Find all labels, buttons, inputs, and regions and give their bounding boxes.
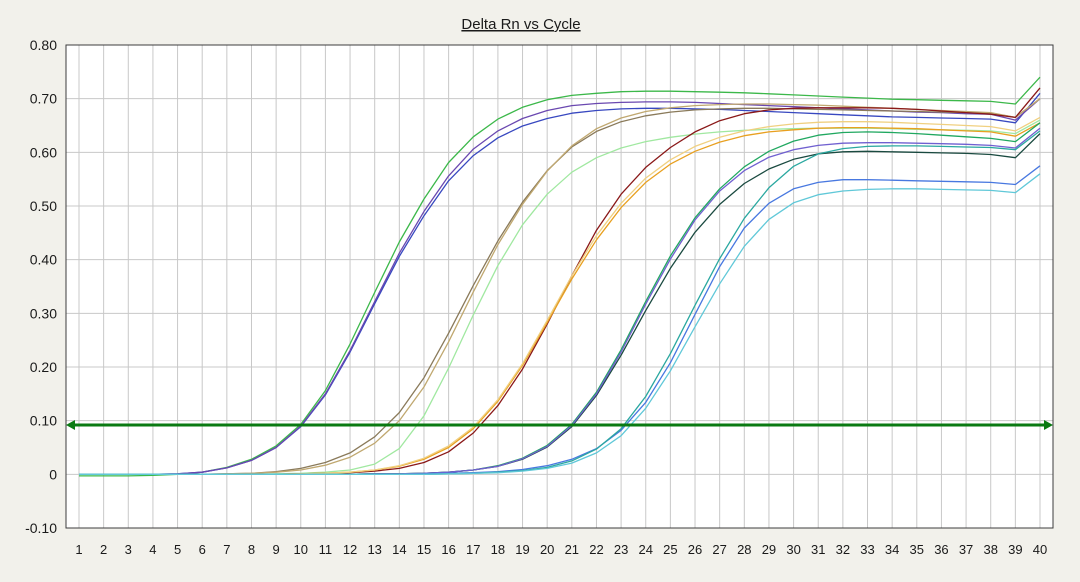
y-tick-label: 0.70 (30, 91, 57, 107)
series-line-15 (79, 173, 1041, 475)
y-tick-label: 0.40 (30, 252, 57, 268)
x-tick-label: 18 (491, 542, 505, 557)
x-tick-label: 19 (515, 542, 529, 557)
x-tick-label: 21 (565, 542, 579, 557)
threshold-arrow-right-icon[interactable] (1044, 419, 1053, 430)
plot-area (66, 45, 1053, 528)
y-tick-label: 0.60 (30, 144, 57, 160)
y-tick-label: 0.50 (30, 198, 57, 214)
x-tick-label: 34 (885, 542, 899, 557)
x-tick-label: 4 (149, 542, 156, 557)
x-tick-label: 39 (1008, 542, 1022, 557)
x-tick-label: 36 (934, 542, 948, 557)
x-tick-label: 5 (174, 542, 181, 557)
x-axis-ticks: 1 2 3 4 5 6 7 8 9 10 11 12 13 14 15 16 17 18 19 20 21 22 23 24 2… (75, 542, 1047, 557)
x-tick-label: 40 (1033, 542, 1047, 557)
x-tick-label: 37 (959, 542, 973, 557)
y-tick-label: 0 (49, 466, 57, 482)
x-tick-label: 22 (589, 542, 603, 557)
x-tick-label: 32 (836, 542, 850, 557)
x-tick-label: 35 (910, 542, 924, 557)
x-tick-label: 14 (392, 542, 406, 557)
x-tick-label: 28 (737, 542, 751, 557)
threshold-line[interactable] (66, 419, 1053, 430)
x-tick-label: 29 (762, 542, 776, 557)
x-tick-label: 12 (343, 542, 357, 557)
plot-frame (65, 44, 1054, 529)
x-tick-label: 31 (811, 542, 825, 557)
series-line-1 (79, 76, 1041, 477)
x-tick-label: 9 (273, 542, 280, 557)
series-lines (79, 76, 1041, 477)
x-tick-label: 16 (441, 542, 455, 557)
x-tick-label: 15 (417, 542, 431, 557)
y-tick-label: 0.10 (30, 413, 57, 429)
x-tick-label: 10 (294, 542, 308, 557)
chart-title: Delta Rn vs Cycle (461, 16, 580, 33)
x-tick-label: 3 (125, 542, 132, 557)
x-tick-label: 7 (223, 542, 230, 557)
x-tick-label: 20 (540, 542, 554, 557)
x-tick-label: 13 (367, 542, 381, 557)
x-tick-label: 33 (860, 542, 874, 557)
x-tick-label: 38 (983, 542, 997, 557)
y-tick-label: 0.30 (30, 305, 57, 321)
y-tick-label: 0.20 (30, 359, 57, 375)
x-tick-label: 2 (100, 542, 107, 557)
y-axis-ticks: -0.10 0 0.10 0.20 0.30 0.40 0.50 0.60 0.70 0.80 (25, 37, 57, 536)
x-tick-label: 1 (75, 542, 82, 557)
x-tick-label: 25 (663, 542, 677, 557)
x-tick-label: 26 (688, 542, 702, 557)
x-tick-label: 6 (199, 542, 206, 557)
x-tick-label: 23 (614, 542, 628, 557)
x-tick-label: 11 (319, 542, 333, 557)
x-tick-label: 30 (786, 542, 800, 557)
x-tick-label: 17 (466, 542, 480, 557)
x-tick-label: 8 (248, 542, 255, 557)
threshold-arrow-left-icon[interactable] (66, 419, 75, 430)
x-tick-label: 27 (712, 542, 726, 557)
x-tick-label: 24 (639, 542, 653, 557)
y-tick-label: -0.10 (25, 520, 57, 536)
y-tick-label: 0.80 (30, 37, 57, 53)
